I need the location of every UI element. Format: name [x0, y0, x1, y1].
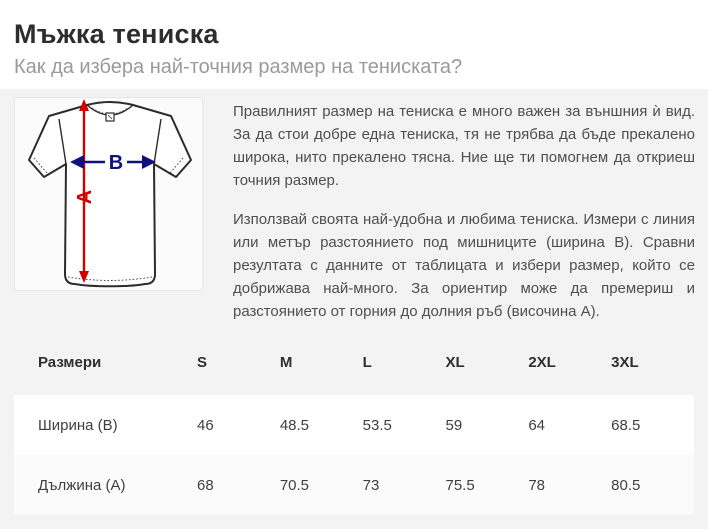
size-column-3xl: 3XL: [611, 354, 639, 371]
arrow-b-label: B: [109, 152, 123, 174]
width-value-s: 46: [197, 395, 280, 455]
intro-text: Правилният размер на тениска е много важ…: [233, 100, 695, 323]
hem-stitch: [67, 276, 153, 281]
measurement-arrow-b: B: [70, 152, 156, 174]
width-value-2xl: 64: [528, 395, 612, 455]
page-subtitle: Как да избера най-точния размер на тенис…: [14, 56, 463, 78]
size-table: Размери S M L XL 2XL 3XL Ширина (B) 46 4…: [14, 330, 694, 515]
size-column-l: L: [362, 354, 372, 371]
length-value-3xl: 80.5: [611, 455, 694, 515]
size-column-xl: XL: [445, 354, 465, 371]
row-label-length: Дължина (A): [14, 455, 197, 515]
size-table-header-label: Размери: [38, 354, 102, 371]
sleeve-seam-left: [58, 118, 67, 165]
length-value-s: 68: [197, 455, 280, 515]
size-column-m: M: [279, 354, 293, 371]
intro-paragraph-1: Правилният размер на тениска е много важ…: [233, 103, 695, 189]
table-row-length: Дължина (A) 68 70.5 73 75.5 78 80.5: [14, 455, 694, 515]
length-value-l: 73: [362, 455, 446, 515]
width-value-m: 48.5: [279, 395, 363, 455]
tshirt-diagram-svg: A B: [28, 99, 192, 288]
width-value-l: 53.5: [362, 395, 446, 455]
tshirt-measurement-diagram: A B: [14, 97, 203, 291]
size-table-header-row: Размери S M L XL 2XL 3XL: [14, 330, 694, 395]
arrow-a-head-top: [79, 99, 89, 111]
size-column-s: S: [197, 354, 208, 371]
intro-paragraph-2: Използвай своята най-удобна и любима тен…: [233, 211, 695, 320]
width-value-xl: 59: [445, 395, 529, 455]
row-label-width: Ширина (B): [14, 395, 197, 455]
page-header: Мъжка тениска Как да избера най-точния р…: [0, 0, 708, 89]
measurement-arrow-a: A: [74, 99, 96, 283]
arrow-a-label: A: [74, 190, 96, 204]
table-row-width: Ширина (B) 46 48.5 53.5 59 64 68.5: [14, 395, 694, 455]
width-value-3xl: 68.5: [611, 395, 694, 455]
arrow-b-head-right: [142, 155, 156, 169]
arrow-b-head-left: [70, 155, 84, 169]
length-value-xl: 75.5: [445, 455, 529, 515]
length-value-2xl: 78: [528, 455, 612, 515]
length-value-m: 70.5: [279, 455, 363, 515]
neck-tag-mark: [107, 114, 113, 120]
page-title: Мъжка тениска: [14, 19, 219, 49]
size-column-2xl: 2XL: [528, 354, 556, 371]
tshirt-outline: [28, 101, 192, 288]
arrow-a-head-bottom: [79, 271, 89, 283]
sleeve-seam-right: [153, 118, 162, 165]
